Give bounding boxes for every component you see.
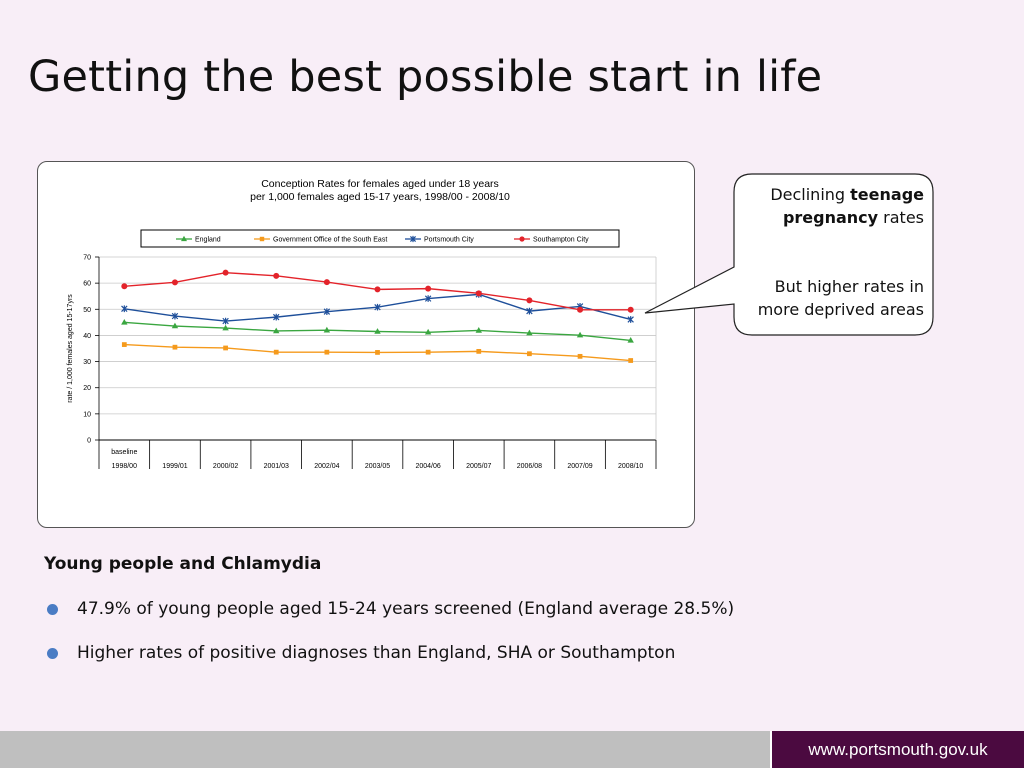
x-tick-label: 2006/08 <box>517 463 542 470</box>
data-point-1-4 <box>324 349 330 355</box>
bullet-dot-icon <box>47 648 58 659</box>
data-point-0-1 <box>171 322 179 329</box>
data-point-3-4 <box>323 279 330 286</box>
legend-marker-2 <box>409 235 417 243</box>
data-point-0-8 <box>526 329 533 336</box>
data-point-2-1 <box>171 312 179 320</box>
callout-text-plain: Declining <box>770 185 851 204</box>
x-tick-label: 2007/09 <box>567 463 592 470</box>
bullet-list: 47.9% of young people aged 15-24 years s… <box>44 596 734 684</box>
callout-text-bold: pregnancy <box>782 208 879 227</box>
y-tick-label: 30 <box>83 359 91 366</box>
y-axis-label: rate / 1,000 females aged 15-17yrs <box>67 294 74 403</box>
legend-label-0: England <box>195 237 221 244</box>
data-point-3-1 <box>171 279 178 286</box>
callout-text-plain: rates <box>878 208 924 227</box>
data-point-3-10 <box>627 306 634 313</box>
chart-panel: Conception Rates for females aged under … <box>37 161 695 528</box>
callout-line-3: But higher rates in <box>774 277 924 296</box>
x-tick-label: 1999/01 <box>162 463 187 470</box>
data-point-0-10 <box>627 336 634 343</box>
baseline-label: baseline <box>111 449 137 456</box>
legend-marker-3 <box>519 236 525 242</box>
callout-text: Declining teenage pregnancy rates But hi… <box>736 183 924 321</box>
legend-label-1: Government Office of the South East <box>273 237 387 244</box>
bullet-item: Higher rates of positive diagnoses than … <box>44 640 734 684</box>
data-point-1-5 <box>375 350 380 355</box>
callout-text-bold: teenage <box>850 185 924 204</box>
x-tick-label: 2003/05 <box>365 463 390 470</box>
data-point-3-5 <box>374 286 381 293</box>
data-point-2-0 <box>121 305 128 313</box>
y-tick-label: 40 <box>83 333 91 340</box>
y-tick-label: 70 <box>83 255 91 262</box>
y-tick-label: 10 <box>83 411 91 418</box>
callout-line-4: more deprived areas <box>757 300 924 319</box>
data-point-1-9 <box>577 353 583 359</box>
data-point-3-8 <box>526 297 533 304</box>
data-point-2-4 <box>323 308 331 315</box>
data-point-2-8 <box>526 307 533 315</box>
data-point-3-0 <box>121 283 128 290</box>
slide-title: Getting the best possible start in life <box>28 52 823 102</box>
conception-rate-chart: Conception Rates for females aged under … <box>67 178 657 470</box>
bullet-dot-icon <box>47 604 58 615</box>
legend-marker-0 <box>181 235 187 242</box>
data-point-1-10 <box>628 358 634 363</box>
x-tick-label: 1998/00 <box>112 463 137 470</box>
data-point-1-2 <box>223 345 228 351</box>
data-point-3-2 <box>222 269 229 276</box>
chart-title: Conception Rates for females aged under … <box>261 178 499 190</box>
data-point-2-6 <box>424 295 432 302</box>
data-point-2-2 <box>222 317 229 325</box>
x-tick-label: 2004/06 <box>415 463 440 470</box>
x-tick-label: 2002/04 <box>314 463 339 470</box>
x-tick-label: 2008/10 <box>618 463 643 470</box>
y-tick-label: 60 <box>83 281 91 288</box>
data-point-0-2 <box>222 324 229 331</box>
data-point-3-6 <box>425 285 432 292</box>
data-point-2-3 <box>273 313 280 321</box>
data-point-0-9 <box>576 331 584 338</box>
data-point-1-8 <box>527 351 532 357</box>
data-point-3-7 <box>475 290 482 297</box>
data-point-0-6 <box>424 328 432 335</box>
data-point-1-0 <box>121 342 127 347</box>
chart-legend-box <box>140 229 620 248</box>
data-point-1-7 <box>476 348 482 354</box>
data-point-0-3 <box>273 327 280 334</box>
x-tick-label: 2000/02 <box>213 463 238 470</box>
data-point-0-4 <box>323 326 331 333</box>
y-tick-label: 0 <box>87 438 91 445</box>
chart-subtitle: per 1,000 females aged 15-17 years, 1998… <box>250 191 510 203</box>
callout-line-1: Declining teenage <box>736 183 924 206</box>
bullet-text: 47.9% of young people aged 15-24 years s… <box>77 599 735 619</box>
data-point-2-5 <box>374 303 381 311</box>
data-point-0-0 <box>121 318 128 325</box>
data-point-1-6 <box>425 349 431 355</box>
x-tick-label: 2001/03 <box>264 463 289 470</box>
footer-bar <box>0 731 770 768</box>
data-point-1-1 <box>172 344 178 350</box>
legend-label-3: Southampton City <box>533 237 589 244</box>
x-tick-label: 2005/07 <box>466 463 491 470</box>
y-tick-label: 50 <box>83 307 91 314</box>
data-point-1-3 <box>273 349 279 355</box>
legend-marker-1 <box>259 236 265 242</box>
y-tick-label: 20 <box>83 385 91 392</box>
data-point-3-9 <box>577 306 584 313</box>
callout-line-2: pregnancy rates <box>736 206 924 229</box>
data-point-3-3 <box>273 272 280 279</box>
data-point-0-5 <box>374 328 381 334</box>
bullet-item: 47.9% of young people aged 15-24 years s… <box>44 596 734 640</box>
data-point-2-10 <box>627 316 634 323</box>
section-heading: Young people and Chlamydia <box>44 554 322 574</box>
legend-label-2: Portsmouth City <box>424 237 474 244</box>
bullet-text: Higher rates of positive diagnoses than … <box>77 643 676 663</box>
data-point-0-7 <box>475 327 482 333</box>
footer-website-link[interactable]: www.portsmouth.gov.uk <box>770 731 1024 768</box>
